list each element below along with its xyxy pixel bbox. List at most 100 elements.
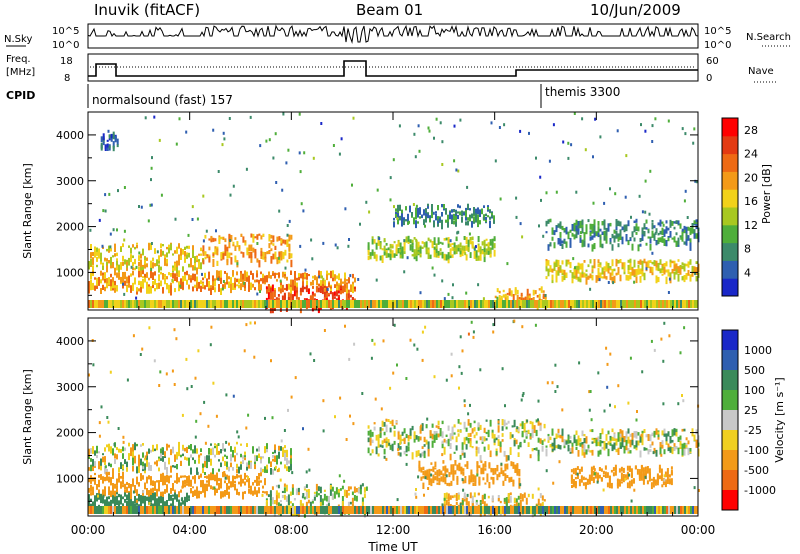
power-colorbar-label: Power [dB] (760, 164, 773, 224)
power-cell (617, 233, 620, 238)
velocity-cell (240, 453, 242, 458)
velocity-cell (118, 473, 120, 479)
velocity-cell (600, 479, 603, 482)
velocity-cell (367, 447, 370, 454)
power-ground-cell (648, 300, 650, 308)
velocity-noise-cell (492, 323, 495, 327)
power-cell (269, 287, 272, 293)
velocity-cell (124, 459, 126, 464)
power-cell (194, 256, 196, 263)
power-cell (273, 289, 276, 298)
power-cell (354, 286, 356, 292)
velocity-cell (204, 461, 206, 468)
power-cell (417, 221, 419, 224)
power-cell (210, 235, 213, 240)
velocity-ground-cell (572, 506, 574, 514)
power-cell (178, 254, 180, 262)
power-cell (463, 245, 466, 251)
velocity-ground-cell (498, 506, 500, 514)
power-cell (258, 260, 261, 268)
power-cell (228, 252, 231, 259)
power-cell (681, 236, 684, 239)
velocity-cell (315, 483, 318, 491)
power-cell (573, 267, 576, 276)
power-cell (192, 286, 194, 292)
power-cell (563, 228, 566, 231)
velocity-ground-cell (390, 506, 392, 514)
power-cell (182, 266, 184, 272)
velocity-cell (637, 432, 640, 436)
velocity-cell (516, 464, 519, 470)
velocity-cell (467, 437, 470, 444)
power-cell (591, 235, 594, 240)
velocity-cell (102, 491, 104, 497)
velocity-cell (626, 471, 629, 480)
power-cell (635, 276, 638, 284)
power-ground-cell (388, 300, 390, 308)
velocity-cell (531, 448, 534, 452)
power-cell (224, 248, 227, 256)
velocity-cell (166, 484, 168, 492)
power-noise-cell (151, 156, 153, 160)
velocity-cell (647, 434, 650, 441)
velocity-noise-cell (663, 321, 666, 325)
velocity-colorbar-tick: -25 (744, 424, 762, 437)
power-cell (328, 283, 330, 288)
power-cell (290, 285, 292, 294)
power-cell (397, 204, 399, 212)
power-cell (451, 209, 453, 213)
power-cell (397, 218, 399, 225)
power-cell (605, 261, 608, 267)
velocity-cell (88, 467, 90, 471)
velocity-ground-cell (376, 506, 378, 514)
power-ground-cell (522, 300, 524, 308)
power-cell (621, 236, 624, 245)
velocity-cell (108, 490, 110, 496)
power-ground-cell (498, 300, 500, 308)
power-cell (685, 263, 688, 267)
power-cell (335, 290, 338, 296)
velocity-cell (204, 456, 206, 462)
power-noise-cell (281, 188, 284, 192)
power-noise-cell (519, 129, 522, 133)
power-cell (268, 243, 271, 249)
velocity-ground-cell (426, 506, 428, 514)
power-noise-cell (202, 239, 205, 243)
power-cell (190, 257, 192, 264)
velocity-cell (419, 426, 422, 434)
velocity-cell (264, 466, 266, 473)
velocity-ground-cell (96, 506, 98, 514)
power-cell (427, 206, 429, 209)
power-cell (615, 219, 618, 227)
power-cell (304, 273, 306, 277)
velocity-cell (196, 467, 198, 475)
velocity-ground-cell (336, 506, 338, 514)
power-noise-cell (648, 212, 651, 216)
power-ground-cell (636, 300, 638, 308)
velocity-cell (212, 447, 214, 455)
power-cell (232, 282, 234, 290)
velocity-cell (88, 487, 90, 493)
power-ground-cell (418, 300, 420, 308)
power-cell (687, 270, 690, 276)
velocity-noise-cell (212, 381, 215, 385)
power-cell (168, 272, 170, 276)
velocity-cell (519, 499, 522, 507)
power-cell (571, 224, 574, 231)
velocity-cell (256, 476, 258, 481)
freq-tick-top: 18 (60, 56, 73, 67)
power-cell (116, 265, 118, 271)
velocity-cell (659, 447, 662, 455)
power-ground-cell (194, 300, 196, 308)
velocity-cell (347, 492, 350, 496)
power-cell (453, 209, 455, 213)
velocity-cell (473, 427, 476, 432)
power-cell (637, 268, 640, 275)
power-cell (222, 253, 225, 260)
power-cell (665, 240, 668, 247)
date-title: 10/Jun/2009 (590, 1, 681, 19)
power-cell (389, 253, 392, 261)
velocity-colorbar-swatch (722, 450, 738, 471)
velocity-ground-cell (348, 506, 350, 514)
power-cell (593, 261, 596, 269)
